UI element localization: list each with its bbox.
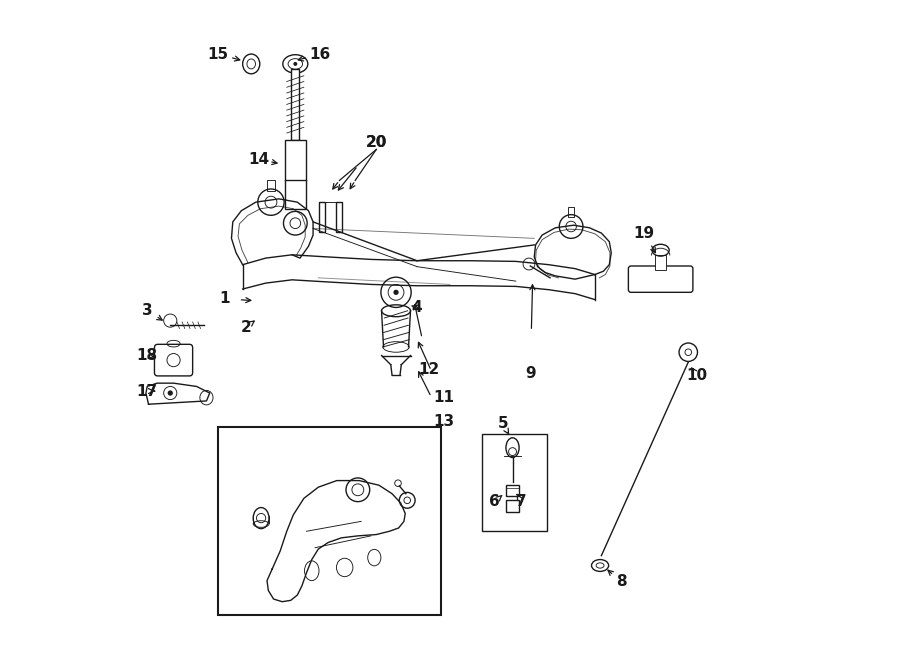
Bar [337, 202, 342, 232]
Bar [319, 202, 325, 232]
Text: 4: 4 [412, 300, 422, 315]
Bar [506, 485, 519, 496]
Bar [655, 255, 666, 270]
Text: 20: 20 [365, 136, 387, 151]
Text: 8: 8 [616, 574, 626, 590]
Text: 18: 18 [137, 348, 157, 363]
Bar [284, 139, 306, 209]
Bar [568, 208, 574, 217]
Bar [506, 500, 519, 512]
Text: 11: 11 [433, 390, 454, 405]
Text: 7: 7 [516, 494, 526, 509]
Bar [219, 427, 441, 615]
Text: 3: 3 [142, 303, 152, 318]
Circle shape [167, 391, 173, 396]
Text: 17: 17 [137, 383, 157, 399]
FancyBboxPatch shape [628, 266, 693, 292]
Text: 16: 16 [309, 46, 330, 61]
Text: 5: 5 [498, 416, 508, 432]
Text: 10: 10 [687, 368, 707, 383]
Text: 14: 14 [248, 152, 270, 167]
Text: 13: 13 [433, 414, 454, 429]
Bar [482, 434, 547, 531]
Text: 20: 20 [365, 136, 387, 151]
Text: 19: 19 [634, 225, 654, 241]
Text: 2: 2 [240, 320, 251, 334]
Text: 6: 6 [490, 494, 500, 509]
Bar [292, 69, 300, 139]
Bar [267, 180, 274, 191]
Text: 15: 15 [208, 46, 229, 61]
FancyBboxPatch shape [155, 344, 193, 376]
Text: 12: 12 [418, 362, 439, 377]
Circle shape [393, 290, 399, 295]
Text: 9: 9 [525, 366, 535, 381]
Ellipse shape [293, 62, 297, 66]
Text: 1: 1 [220, 292, 230, 307]
